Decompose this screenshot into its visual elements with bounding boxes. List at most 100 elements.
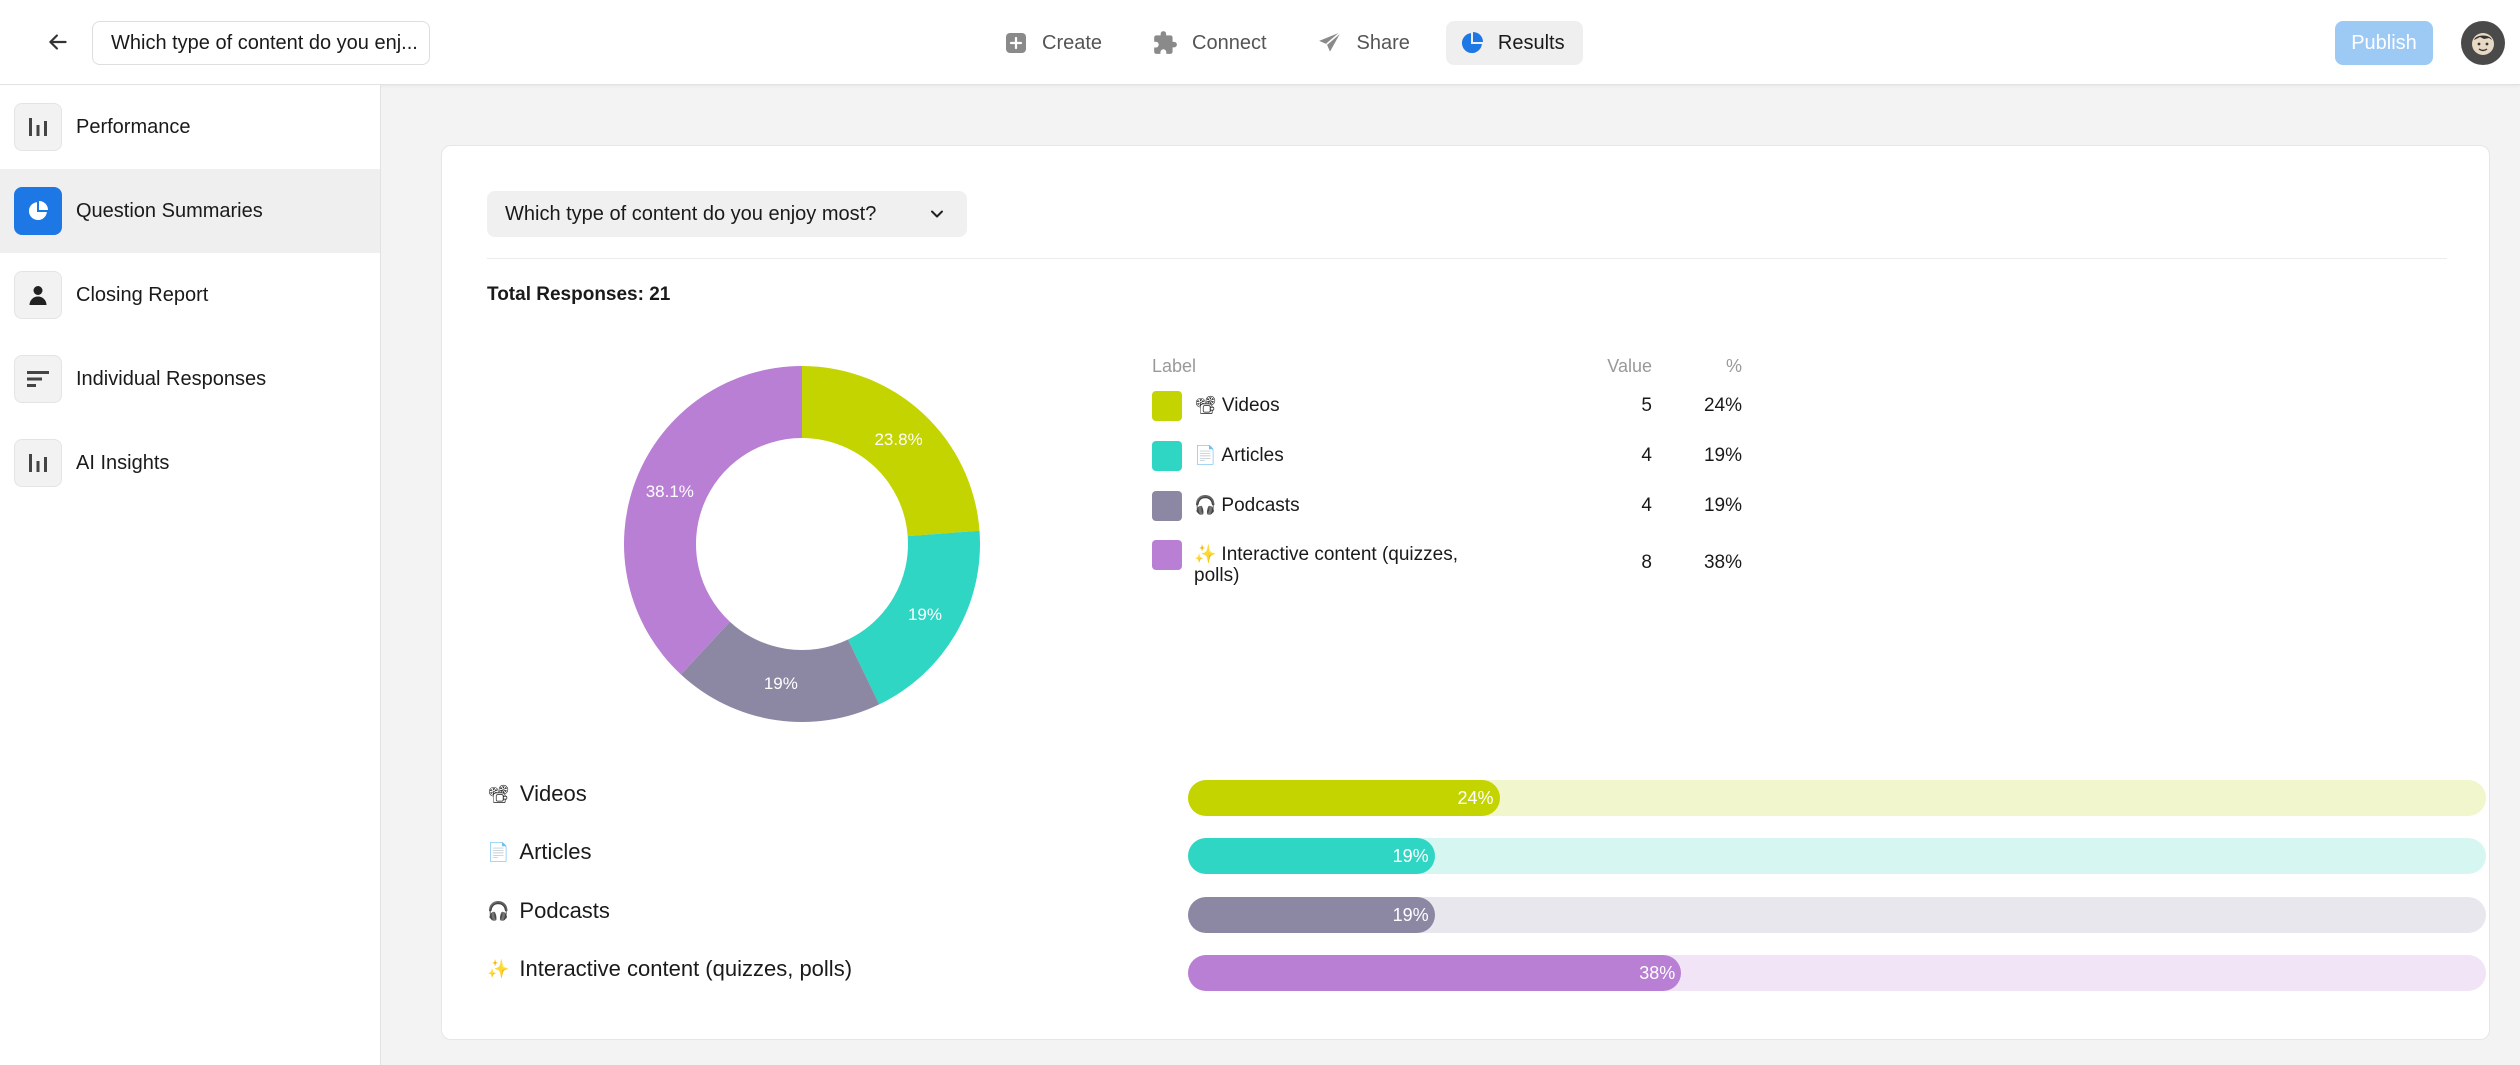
bar-emoji: 📄 xyxy=(487,842,510,862)
bar-label: 📽 Videos xyxy=(487,776,587,812)
legend-value: 5 xyxy=(1641,395,1652,416)
legend-percent: 38% xyxy=(1703,552,1742,573)
avatar-face-icon xyxy=(2472,33,2494,55)
bar-row: 📄 Articles 19% xyxy=(487,834,2486,874)
legend-label: 📄 Articles xyxy=(1152,441,1572,471)
donut-slice-label: 23.8% xyxy=(874,429,923,449)
donut-slice-label: 19% xyxy=(907,605,942,624)
nav-results[interactable]: Results xyxy=(1445,21,1583,65)
main-nav: Create Connect Share Results xyxy=(990,21,1583,65)
nav-share-label: Share xyxy=(1356,31,1410,54)
legend-row: ✨ Interactive content (quizzes, polls) 8 3… xyxy=(1152,531,1742,595)
top-bar: Which type of content do you enj... Crea… xyxy=(0,0,2520,85)
legend-category: Articles xyxy=(1221,445,1284,466)
question-select-value: Which type of content do you enjoy most? xyxy=(505,202,877,225)
back-button[interactable] xyxy=(40,24,76,60)
donut-chart: 23.8% 19% 19% 38.1% xyxy=(622,364,982,724)
legend-value: 4 xyxy=(1641,445,1652,466)
legend-label: 🎧 Podcasts xyxy=(1152,491,1572,521)
sidebar-item-closing-report[interactable]: Closing Report xyxy=(0,253,380,337)
bar-row: 🎧 Podcasts 19% xyxy=(487,893,2486,933)
nav-share[interactable]: Share xyxy=(1303,21,1428,65)
person-icon xyxy=(14,271,62,319)
pie-chart-icon xyxy=(1461,32,1483,54)
legend-swatch xyxy=(1152,491,1182,521)
avatar[interactable] xyxy=(2461,21,2505,65)
donut-slice[interactable] xyxy=(680,621,880,722)
legend-row: 🎧 Podcasts 4 19% xyxy=(1152,481,1742,531)
legend-row: 📄 Articles 4 19% xyxy=(1152,431,1742,481)
donut-slice[interactable] xyxy=(624,366,802,675)
bar-fill: 24% xyxy=(1188,780,1500,816)
sidebar-item-label: Performance xyxy=(76,115,191,138)
sidebar: Performance Question Summaries Closing R… xyxy=(0,85,381,1065)
legend-label-text: ✨ Interactive content (quizzes, polls) xyxy=(1194,540,1484,586)
sidebar-item-individual-responses[interactable]: Individual Responses xyxy=(0,337,380,421)
legend-swatch xyxy=(1152,540,1182,570)
nav-connect[interactable]: Connect xyxy=(1138,21,1285,65)
bar-emoji: 🎧 xyxy=(487,901,510,921)
divider xyxy=(487,258,2447,259)
form-title-input[interactable]: Which type of content do you enj... xyxy=(92,21,430,65)
bar-category: Interactive content (quizzes, polls) xyxy=(519,956,853,981)
legend-rows: 📽 Videos 5 24% 📄 Articles 4 19% 🎧 Podcasts 4 19%… xyxy=(1152,381,1742,595)
legend-category: Podcasts xyxy=(1221,495,1300,516)
sidebar-item-question-summaries[interactable]: Question Summaries xyxy=(0,169,380,253)
bar-label: 📄 Articles xyxy=(487,834,592,870)
pie-chart-icon xyxy=(14,187,62,235)
legend-category: Videos xyxy=(1221,395,1280,416)
publish-button[interactable]: Publish xyxy=(2335,21,2433,65)
legend-value: 4 xyxy=(1641,495,1652,516)
sidebar-item-label: Question Summaries xyxy=(76,199,263,222)
donut-chart-svg xyxy=(624,366,980,722)
bar-fill: 38% xyxy=(1188,955,1682,991)
arrow-left-icon xyxy=(49,34,67,50)
legend-swatch xyxy=(1152,441,1182,471)
bar-label: 🎧 Podcasts xyxy=(487,893,610,929)
legend-emoji: ✨ xyxy=(1194,544,1222,564)
donut-slice-label: 38.1% xyxy=(645,482,694,502)
nav-create[interactable]: Create xyxy=(990,21,1120,65)
puzzle-icon xyxy=(1154,31,1177,54)
legend-emoji: 📽 xyxy=(1194,395,1222,415)
question-select[interactable]: Which type of content do you enjoy most? xyxy=(487,191,967,237)
bar-category: Articles xyxy=(519,839,592,864)
legend-label: ✨ Interactive content (quizzes, polls) xyxy=(1152,540,1572,586)
bar-fill: 19% xyxy=(1188,897,1435,933)
legend-row: 📽 Videos 5 24% xyxy=(1152,381,1742,431)
legend-percent: 19% xyxy=(1703,445,1742,466)
bar-category: Podcasts xyxy=(519,898,610,923)
legend-category: Interactive content (quizzes, polls) xyxy=(1194,544,1458,586)
sidebar-item-label: Individual Responses xyxy=(76,367,267,390)
sidebar-item-label: Closing Report xyxy=(76,283,209,306)
results-card: Which type of content do you enjoy most?… xyxy=(441,145,2490,1040)
sidebar-item-ai-insights[interactable]: AI Insights xyxy=(0,421,380,505)
donut-slice[interactable] xyxy=(847,530,980,705)
sidebar-item-performance[interactable]: Performance xyxy=(0,85,380,169)
bar-fill: 19% xyxy=(1188,838,1435,874)
bar-row: 📽 Videos 24% xyxy=(487,776,2486,816)
bar-track: 19% xyxy=(1188,838,2486,874)
donut-slice-label: 19% xyxy=(763,674,798,694)
legend-header: Label Value % xyxy=(1152,351,1742,381)
legend-header-pct: % xyxy=(1725,355,1742,376)
bar-emoji: 📽 xyxy=(487,784,510,804)
chevron-down-icon xyxy=(931,210,943,218)
legend-percent: 19% xyxy=(1703,495,1742,516)
legend-header-value: Value xyxy=(1607,355,1652,376)
bar-track: 38% xyxy=(1188,955,2486,991)
nav-results-label: Results xyxy=(1497,31,1565,54)
bar-label: ✨ Interactive content (quizzes, polls) xyxy=(487,951,852,987)
donut-slice[interactable] xyxy=(802,366,980,537)
plus-square-icon xyxy=(1006,33,1026,53)
bar-track: 24% xyxy=(1188,780,2486,816)
total-responses: Total Responses: 21 xyxy=(487,284,671,305)
bar-row: ✨ Interactive content (quizzes, polls) 38% xyxy=(487,951,2486,991)
legend-emoji: 📄 xyxy=(1194,445,1222,465)
sidebar-item-label: AI Insights xyxy=(76,451,170,474)
legend-label-text: 📄 Articles xyxy=(1194,441,1284,466)
bar-category: Videos xyxy=(519,781,587,806)
legend-percent: 24% xyxy=(1703,395,1742,416)
lines-icon xyxy=(14,355,62,403)
legend-value: 8 xyxy=(1641,552,1652,573)
